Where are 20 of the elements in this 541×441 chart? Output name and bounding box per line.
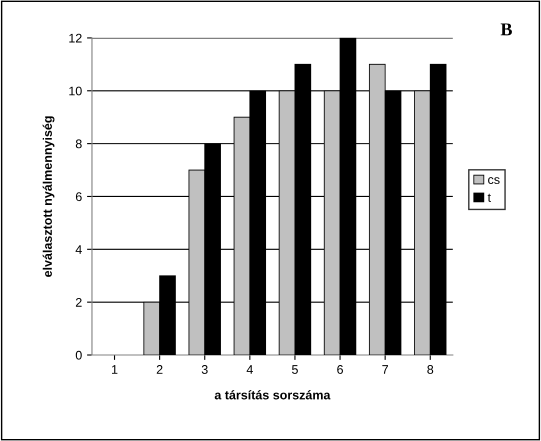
y-tick-label: 2 — [76, 298, 82, 307]
y-tick-label: 6 — [76, 192, 82, 202]
x-tick-label: 3 — [202, 365, 208, 374]
x-tick-label: 2 — [156, 365, 162, 374]
y-tick-label: 10 — [69, 86, 82, 96]
y-tick-label: 4 — [76, 245, 82, 254]
y-tick-label: 8 — [76, 139, 82, 148]
y-tick-label: 0 — [76, 350, 82, 360]
x-tick-label: 8 — [427, 365, 434, 374]
x-tick-label: 1 — [112, 365, 118, 374]
x-tick-label: 5 — [292, 365, 298, 374]
text: B — [500, 23, 512, 36]
y-axis-title: elválasztott nyálmennyiség — [42, 116, 54, 277]
y-tick-label: 12 — [69, 34, 82, 42]
x-tick-label: 6 — [337, 365, 343, 374]
legend-label: cs — [488, 177, 500, 184]
x-tick-label: 4 — [246, 365, 253, 374]
legend-label: t — [488, 194, 491, 202]
x-tick-label: 7 — [382, 365, 388, 374]
x-axis-title: a társítás sorszáma — [214, 390, 330, 400]
